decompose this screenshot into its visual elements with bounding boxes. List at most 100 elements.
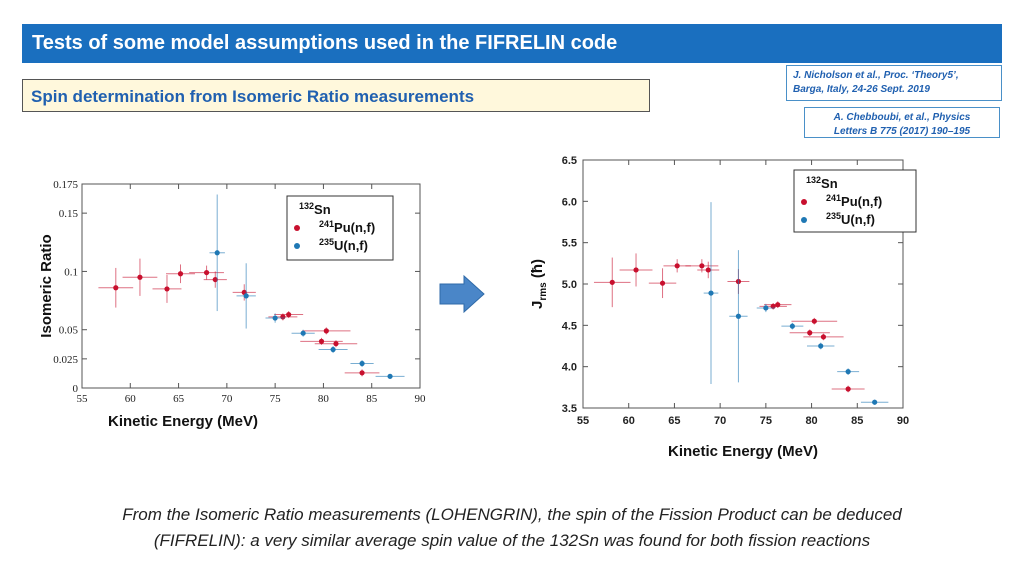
isomeric-ratio-chart: 55 60 65 70 75 80 85 90 0 0.025 0.05 0.1 0.15 0.175 Ki… (38, 179, 427, 430)
x-tick-label: 65 (668, 415, 680, 427)
legend-entry-name: Pu(n,f) (334, 220, 375, 235)
legend-entry-mass: 241 (319, 219, 334, 229)
legend-entry-mass: 235 (319, 237, 334, 247)
data-point (330, 346, 336, 353)
y-tick-label: 5.5 (562, 238, 577, 250)
data-point (763, 305, 769, 311)
data-point (674, 263, 680, 269)
y-tick-label: 0.175 (53, 179, 78, 191)
data-point (272, 315, 278, 321)
data-point (318, 338, 325, 344)
y-axis-label-unit: (ħ) (529, 259, 546, 282)
legend-marker (294, 225, 300, 231)
data-point (807, 330, 813, 336)
reference-nicholson: J. Nicholson et al., Proc. ‘Theory5’, Ba… (786, 65, 1002, 101)
y-tick-label: 5.0 (562, 279, 577, 291)
y-tick-label: 0.025 (53, 354, 78, 366)
legend-entry-name: Pu(n,f) (841, 194, 882, 209)
data-point (300, 330, 306, 336)
y-tick-label: 0.1 (64, 266, 78, 278)
data-point (705, 267, 711, 273)
legend-marker (294, 243, 300, 249)
x-tick-label: 85 (851, 415, 863, 427)
data-point (333, 341, 339, 347)
data-point (699, 263, 705, 269)
plot-frame (81, 183, 421, 389)
data-point (323, 328, 329, 334)
data-point (818, 343, 824, 349)
legend-marker (801, 199, 807, 205)
legend-entry-name: U(n,f) (334, 238, 368, 253)
data-point (609, 279, 615, 285)
x-axis-label: Kinetic Energy (MeV) (108, 413, 258, 430)
legend-title: 132Sn (299, 201, 331, 217)
data-point (387, 373, 393, 379)
x-tick-label: 65 (173, 393, 185, 405)
y-tick-label: 0.15 (59, 208, 79, 220)
caption-line: (FIFRELIN): a very similar average spin … (153, 531, 871, 550)
y-axis-label-sub: rms (538, 282, 549, 301)
y-tick-label: 6.5 (562, 155, 577, 167)
data-point (775, 302, 781, 308)
legend-title-symbol: Sn (314, 202, 331, 217)
y-axis-label: Jrms (ħ) (529, 259, 549, 309)
data-point (359, 370, 365, 376)
data-point (659, 280, 666, 286)
y-tick-label: 0 (73, 383, 79, 395)
caption: From the Isomeric Ratio measurements (LO… (30, 502, 994, 554)
data-point (872, 399, 878, 405)
data-point (214, 250, 220, 256)
x-tick-label: 55 (77, 393, 89, 405)
legend-entry: 241Pu(n,f) (826, 193, 882, 209)
legend-title-symbol: Sn (821, 176, 838, 191)
section-subtitle: Spin determination from Isomeric Ratio m… (22, 79, 650, 112)
x-tick-label: 75 (270, 393, 282, 405)
x-tick-label: 70 (714, 415, 726, 427)
legend-entry: 235U(n,f) (319, 237, 368, 253)
data-point (177, 271, 184, 277)
legend-box (793, 169, 917, 233)
reference-chebboubi: A. Chebboubi, et al., Physics Letters B … (804, 107, 1000, 138)
reference-line: Letters B 775 (2017) 190–195 (833, 126, 971, 137)
data-point (789, 323, 795, 329)
data-point (212, 276, 218, 283)
data-point (203, 269, 210, 276)
x-tick-label: 90 (415, 393, 427, 405)
legend-entry: 235U(n,f) (826, 211, 875, 227)
data-point (633, 267, 639, 273)
x-tick-label: 85 (366, 393, 378, 405)
jrms-chart: 55 60 65 70 75 80 85 90 3.5 4.0 4.5 5.0 5.5 6.0 6.5 Kin… (529, 155, 917, 460)
x-tick-label: 80 (318, 393, 330, 405)
x-axis-label: Kinetic Energy (MeV) (668, 443, 818, 460)
reference-line: Barga, Italy, 24-26 Sept. 2019 (793, 84, 930, 95)
legend-entry-mass: 235 (826, 211, 841, 221)
x-tick-label: 55 (577, 415, 589, 427)
legend-marker (801, 217, 807, 223)
data-point (286, 311, 292, 318)
y-axis-label: Isomeric Ratio (38, 234, 55, 337)
legend-title: 132Sn (806, 175, 838, 191)
data-point (164, 286, 170, 292)
data-point (359, 360, 365, 367)
data-point (708, 290, 714, 296)
y-tick-label: 4.5 (562, 320, 577, 332)
caption-line: From the Isomeric Ratio measurements (LO… (122, 505, 902, 524)
data-point (113, 285, 119, 291)
data-point (137, 274, 143, 280)
y-tick-label: 4.0 (562, 362, 577, 374)
legend-box (286, 195, 394, 261)
data-point (243, 293, 249, 299)
legend-title-mass: 132 (806, 175, 821, 185)
x-tick-label: 80 (805, 415, 817, 427)
y-axis-label-main: J (529, 301, 546, 309)
legend-entry: 241Pu(n,f) (319, 219, 375, 235)
legend-entry-name: U(n,f) (841, 212, 875, 227)
y-tick-label: 0.05 (59, 325, 79, 337)
page-title: Tests of some model assumptions used in … (22, 24, 1002, 63)
data-point (735, 313, 742, 319)
x-tick-label: 60 (125, 393, 136, 405)
x-tick-label: 75 (760, 415, 772, 427)
y-tick-label: 3.5 (562, 403, 577, 415)
right-arrow-icon (439, 274, 485, 314)
legend-entry-mass: 241 (826, 193, 841, 203)
